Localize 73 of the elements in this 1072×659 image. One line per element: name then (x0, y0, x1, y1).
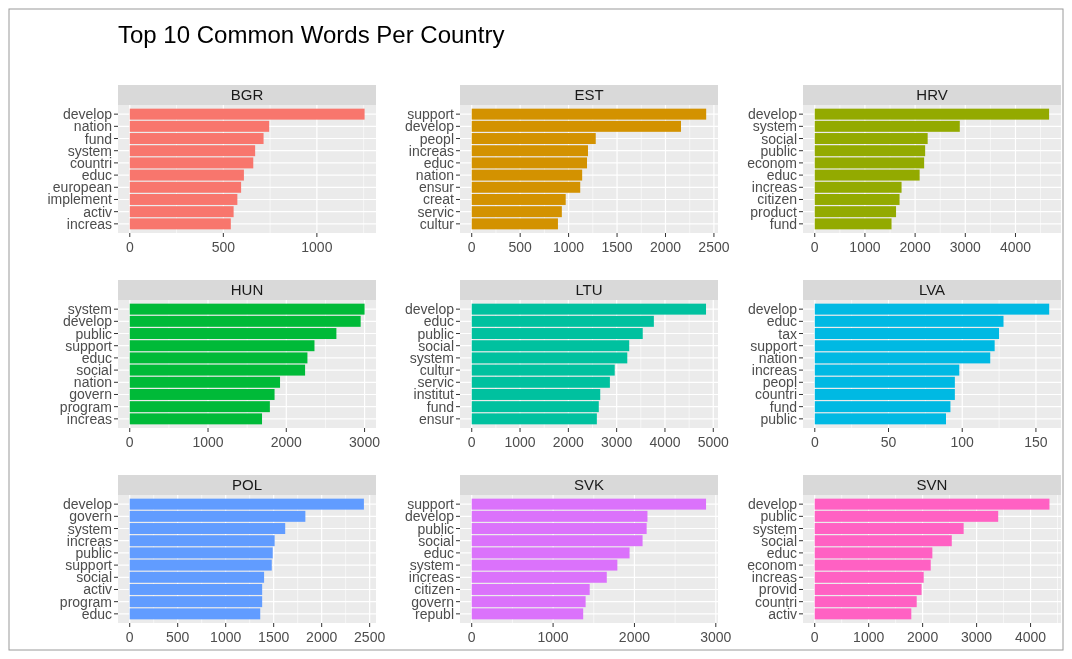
x-tick-label: 3000 (961, 629, 993, 645)
chart-title: LVA (918, 281, 946, 298)
x-tick-label: 0 (467, 239, 476, 255)
x-tick-label: 0 (125, 629, 134, 645)
x-tick-label: 3000 (700, 629, 732, 645)
x-tick-label: 1000 (301, 239, 333, 255)
x-tick-label: 500 (508, 239, 533, 255)
x-tick-label: 2000 (306, 629, 338, 645)
y-tick-label: activ (83, 203, 112, 220)
x-tick-label: 2000 (618, 629, 651, 645)
chart-title: SVN (916, 476, 948, 493)
x-tick-label: 4000 (649, 434, 681, 450)
y-tick-label: creat (422, 191, 455, 208)
x-tick-label: 0 (810, 434, 819, 450)
x-tick-label: 150 (1024, 434, 1048, 450)
y-tick-label: develop (404, 301, 455, 318)
y-tick-label: educ (766, 167, 797, 184)
y-tick-label: tax (778, 325, 797, 342)
y-tick-label: citizen (414, 581, 454, 598)
x-tick-label: 2000 (649, 239, 682, 255)
y-tick-label: develop (62, 106, 113, 123)
x-tick-label: 0 (467, 434, 476, 450)
text: Top 10 Common Words Per Country (118, 21, 505, 48)
x-tick-label: 0 (125, 434, 134, 450)
x-tick-label: 1500 (258, 629, 290, 645)
chart-title: LTU (575, 281, 603, 298)
y-tick-label: fund (426, 398, 454, 415)
chart-title: BGR (230, 86, 264, 103)
x-tick-label: 3000 (949, 239, 982, 255)
y-tick-label: system (409, 557, 454, 574)
chart-title: EST (574, 86, 604, 103)
x-tick-label: 1000 (192, 434, 224, 450)
x-tick-label: 3000 (348, 434, 381, 450)
x-tick-label: 3000 (601, 434, 633, 450)
x-tick-label: 0 (125, 239, 134, 255)
x-tick-label: 1000 (504, 434, 536, 450)
x-tick-label: 0 (810, 629, 819, 645)
y-tick-label: fund (84, 130, 112, 147)
y-tick-label: nation (415, 167, 454, 184)
chart-title: SVK (573, 476, 605, 493)
y-tick-label: activ (83, 581, 112, 598)
x-tick-label: 0 (810, 239, 819, 255)
x-tick-label: 2500 (354, 629, 386, 645)
y-tick-label: product (750, 203, 798, 220)
y-tick-label: develop (62, 496, 113, 513)
x-tick-label: 4000 (999, 239, 1032, 255)
x-tick-label: 0 (467, 629, 476, 645)
x-tick-label: 1000 (210, 629, 242, 645)
x-tick-label: 1000 (849, 239, 881, 255)
x-tick-label: 500 (166, 629, 190, 645)
y-tick-label: develop (747, 301, 798, 318)
x-tick-label: 2500 (698, 239, 730, 255)
x-tick-label: 4000 (1014, 629, 1047, 645)
y-tick-label: nation (73, 374, 112, 391)
x-tick-label: 50 (880, 434, 897, 450)
x-tick-label: 1000 (853, 629, 885, 645)
x-tick-label: 2000 (907, 629, 939, 645)
x-tick-label: 1000 (553, 239, 585, 255)
x-tick-label: 100 (950, 434, 975, 450)
y-tick-label: system (67, 301, 112, 318)
chart-title: POL (231, 476, 263, 493)
y-tick-label: support (407, 106, 455, 123)
x-tick-label: 1000 (537, 629, 569, 645)
chart-title: HRV (916, 86, 948, 103)
x-tick-label: 2000 (552, 434, 585, 450)
x-tick-label: 5000 (697, 434, 730, 450)
chart-title: HUN (230, 281, 264, 298)
y-tick-label: develop (747, 496, 798, 513)
x-tick-label: 500 (211, 239, 236, 255)
x-tick-label: 2000 (270, 434, 303, 450)
x-tick-label: 2000 (899, 239, 931, 255)
y-tick-label: support (407, 496, 455, 513)
x-tick-label: 1500 (601, 239, 633, 255)
